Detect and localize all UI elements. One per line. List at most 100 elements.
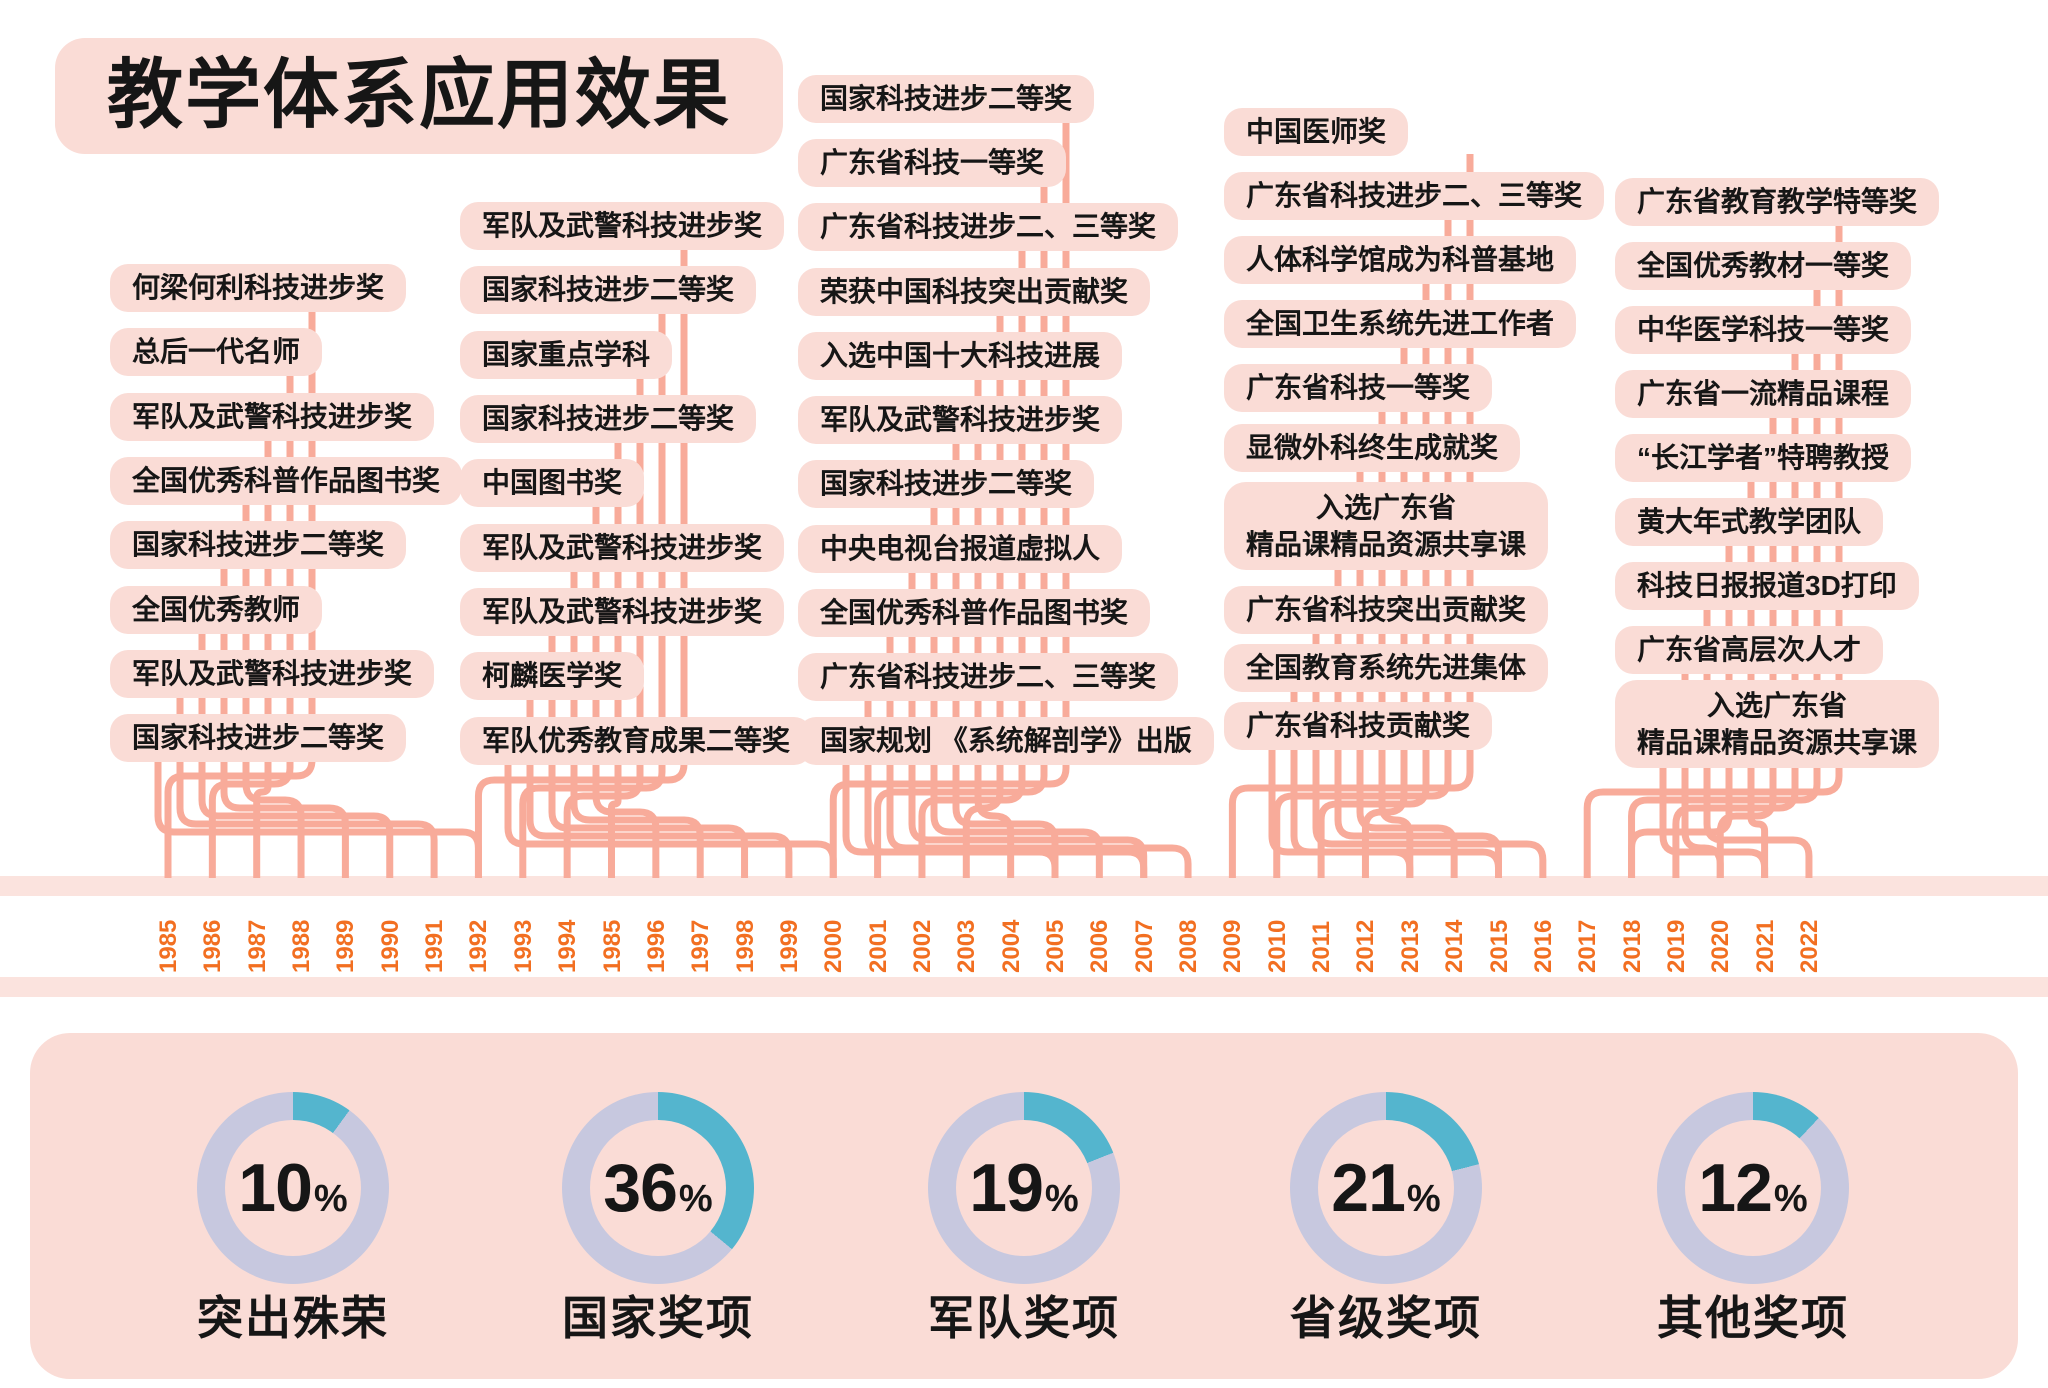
award-label-text: 精品课精品资源共享课 <box>1246 529 1527 560</box>
timeline-year: 1999 <box>775 919 803 973</box>
award-label-text: 国家科技进步二等奖 <box>820 83 1073 114</box>
timeline-year: 1985 <box>598 919 626 973</box>
timeline-year: 2021 <box>1751 919 1779 973</box>
donut-label: 军队奖项 <box>928 1292 1120 1344</box>
donut-label: 突出殊荣 <box>197 1292 389 1344</box>
award-label: 国家规划 《系统解剖学》出版 <box>798 717 1214 765</box>
award-label: 军队及武警科技进步奖 <box>460 524 785 572</box>
donut-percent-number: 10 <box>238 1150 313 1226</box>
donut-hole <box>1318 1120 1454 1256</box>
timeline-year: 1989 <box>332 919 360 973</box>
award-label-text: 黄大年式教学团队 <box>1637 506 1862 537</box>
timeline-year: 1985 <box>155 919 182 973</box>
award-label: “长江学者”特聘教授 <box>1615 434 1912 482</box>
connector-line <box>1681 672 1724 878</box>
timeline-year: 1994 <box>554 919 582 973</box>
award-label-text: 何梁何利科技进步奖 <box>132 272 385 303</box>
connector-line <box>1628 544 1733 878</box>
donut-percent-sign: % <box>1773 1178 1808 1220</box>
connector-line <box>474 248 688 878</box>
award-label: 入选广东省精品课精品资源共享课 <box>1224 482 1549 570</box>
award-label: 国家科技进步二等奖 <box>798 75 1095 123</box>
timeline-year: 1988 <box>288 919 316 973</box>
award-label: 入选中国十大科技进展 <box>798 332 1123 380</box>
award-label: 全国教育系统先进集体 <box>1224 644 1549 692</box>
award-label-text: 全国优秀教材一等奖 <box>1637 250 1890 281</box>
connector-line <box>886 635 1192 878</box>
connector-line <box>1672 352 1799 878</box>
award-label-text: 国家科技进步二等奖 <box>132 529 385 560</box>
donut-hole <box>590 1120 726 1256</box>
award-label-text: 广东省教育教学特等奖 <box>1637 186 1918 217</box>
award-label: 军队及武警科技进步奖 <box>460 202 785 250</box>
timeline-year: 1998 <box>731 919 759 973</box>
award-label-text: 广东省一流精品课程 <box>1637 378 1890 409</box>
donut-value-text: 12% <box>1698 1149 1807 1227</box>
timeline-year: 2014 <box>1441 919 1469 973</box>
donut-percent-number: 12 <box>1698 1150 1773 1226</box>
award-label-text: 全国优秀科普作品图书奖 <box>132 465 441 496</box>
award-label-text: 广东省高层次人才 <box>1637 634 1862 665</box>
award-label: 广东省教育教学特等奖 <box>1615 178 1940 226</box>
award-label-text: 广东省科技进步二、三等奖 <box>1246 180 1583 211</box>
award-label-text: 军队及武警科技进步奖 <box>132 658 413 689</box>
award-label-text: 柯麟医学奖 <box>482 660 623 691</box>
donut-value-text: 10% <box>238 1149 347 1227</box>
award-label-text: 入选中国十大科技进展 <box>820 340 1101 371</box>
award-label: 广东省科技突出贡献奖 <box>1224 586 1549 634</box>
donut-chart: 36% <box>562 1092 754 1284</box>
award-label: 显微外科终生成就奖 <box>1224 424 1521 472</box>
award-label: 全国优秀教材一等奖 <box>1615 242 1912 290</box>
award-label-text: 中华医学科技一等奖 <box>1637 314 1890 345</box>
timeline-year: 2012 <box>1352 919 1380 973</box>
timeline-year: 2015 <box>1485 919 1513 973</box>
timeline-year: 2013 <box>1396 919 1424 973</box>
award-label-text: 入选广东省 <box>1707 690 1848 721</box>
connector-line <box>918 249 1026 878</box>
award-label-text: 军队及武警科技进步奖 <box>482 210 763 241</box>
donut-chart: 12% <box>1657 1092 1849 1284</box>
donut-value: 12% <box>1657 1092 1849 1284</box>
award-label-text: 中国医师奖 <box>1246 116 1387 147</box>
award-label: 广东省科技进步二、三等奖 <box>798 653 1179 701</box>
donut-value: 21% <box>1290 1092 1482 1284</box>
award-label-text: 广东省科技一等奖 <box>820 147 1045 178</box>
award-label-text: 国家科技进步二等奖 <box>482 274 735 305</box>
award-label-text: 国家科技进步二等奖 <box>820 468 1073 499</box>
award-label-text: 广东省科技突出贡献奖 <box>1246 594 1527 625</box>
donut-value: 10% <box>197 1092 389 1284</box>
timeline-band-top <box>0 876 2048 896</box>
timeline-year: 2007 <box>1130 919 1158 973</box>
award-label-text: 军队及武警科技进步奖 <box>132 401 413 432</box>
award-label: 广东省高层次人才 <box>1615 626 1884 674</box>
award-label: 中华医学科技一等奖 <box>1615 306 1912 354</box>
award-label-text: 荣获中国科技突出贡献奖 <box>820 276 1129 307</box>
award-label: 全国优秀科普作品图书奖 <box>110 457 463 505</box>
award-label: 入选广东省精品课精品资源共享课 <box>1615 680 1940 768</box>
award-label: 军队优秀教育成果二等奖 <box>460 717 813 765</box>
award-label-text: 国家规划 《系统解剖学》出版 <box>820 725 1192 756</box>
donut-value-text: 19% <box>969 1149 1078 1227</box>
award-label: 何梁何利科技进步奖 <box>110 264 407 312</box>
donut-chart: 21% <box>1290 1092 1482 1284</box>
award-label: 广东省科技一等奖 <box>1224 364 1493 412</box>
connector-line <box>1716 416 1777 878</box>
award-label-text: 精品课精品资源共享课 <box>1637 727 1918 758</box>
award-label: 军队及武警科技进步奖 <box>798 396 1123 444</box>
timeline-year: 2018 <box>1618 919 1646 973</box>
connector-line <box>1312 632 1547 878</box>
timeline-year: 2006 <box>1086 919 1114 973</box>
award-label-text: 入选广东省 <box>1316 492 1457 523</box>
timeline-year: 1991 <box>421 919 449 973</box>
donut-chart: 10% <box>197 1092 389 1284</box>
award-label: 广东省一流精品课程 <box>1615 370 1912 418</box>
connector-line <box>519 312 666 878</box>
timeline-year: 2011 <box>1308 920 1336 973</box>
award-label: 荣获中国科技突出贡献奖 <box>798 268 1151 316</box>
award-label-text: 军队及武警科技进步奖 <box>820 404 1101 435</box>
award-label: 国家科技进步二等奖 <box>110 714 407 762</box>
award-label-text: 全国教育系统先进集体 <box>1246 652 1527 683</box>
award-label: 科技日报报道3D打印 <box>1615 562 1919 610</box>
timeline-year: 2019 <box>1662 919 1690 973</box>
award-label: 国家科技进步二等奖 <box>460 266 757 314</box>
